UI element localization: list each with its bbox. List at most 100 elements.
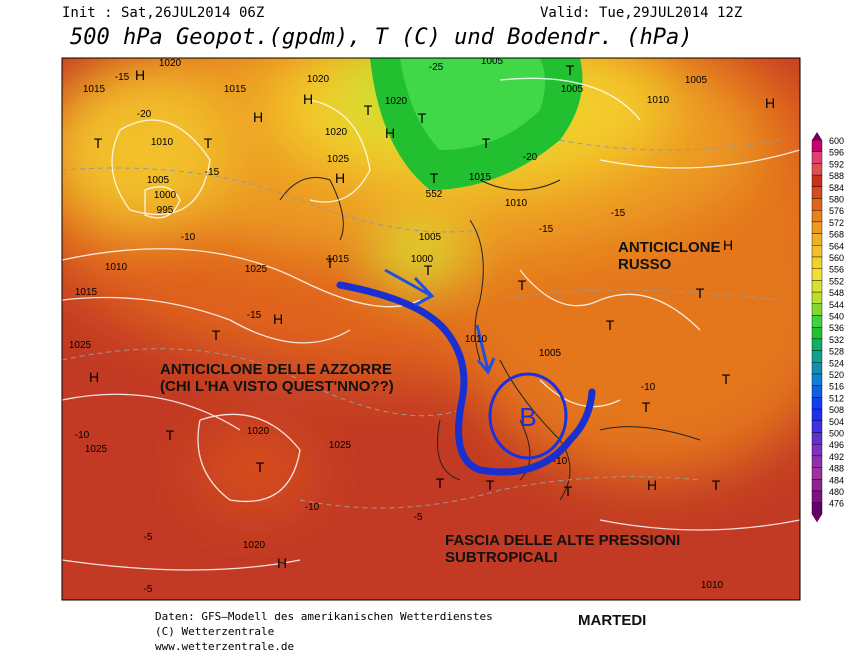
contour-label: 1010	[505, 198, 528, 209]
contour-label: -15	[205, 167, 220, 178]
contour-label: 1020	[307, 74, 330, 85]
colorbar-cell	[811, 163, 823, 176]
colorbar-label: 540	[829, 312, 844, 322]
contour-label: -10	[305, 502, 320, 513]
pressure-center: H	[273, 311, 283, 327]
contour-label: 1000	[411, 254, 434, 265]
colorbar-label: 596	[829, 148, 844, 158]
contour-label: -10	[553, 456, 568, 467]
contour-label: 1015	[224, 84, 247, 95]
pressure-center: H	[303, 91, 313, 107]
colorbar-label: 544	[829, 300, 844, 310]
pressure-center: H	[89, 369, 99, 385]
contour-label: -15	[115, 72, 130, 83]
pressure-center: T	[94, 135, 103, 151]
colorbar-cell	[811, 467, 823, 480]
contour-label: 552	[426, 189, 443, 200]
pressure-center: T	[482, 135, 491, 151]
contour-label: 1010	[701, 580, 724, 591]
pressure-center: T	[256, 459, 265, 475]
contour-label: 1010	[465, 334, 488, 345]
contour-label: 1025	[329, 440, 352, 451]
pressure-center: H	[135, 67, 145, 83]
contour-label: 1020	[247, 426, 270, 437]
pressure-center: T	[418, 110, 427, 126]
pressure-center: T	[518, 277, 527, 293]
colorbar-label: 548	[829, 288, 844, 298]
contour-label: -20	[523, 152, 538, 163]
footer-copyright: (C) Wetterzentrale	[155, 625, 274, 638]
colorbar-cell	[811, 444, 823, 457]
map-title: 500 hPa Geopot.(gpdm), T (C) und Bodendr…	[70, 25, 693, 50]
colorbar-label: 528	[829, 347, 844, 357]
colorbar-label: 488	[829, 464, 844, 474]
colorbar-cell	[811, 209, 823, 223]
colorbar-cell	[811, 362, 823, 375]
colorbar-label: 480	[829, 487, 844, 497]
colorbar-label: 584	[829, 183, 844, 193]
contour-label: 1005	[561, 84, 584, 95]
pressure-center: H	[723, 237, 733, 253]
footer-day: MARTEDI	[578, 612, 646, 629]
contour-label: -5	[144, 584, 153, 595]
contour-label: 1015	[469, 172, 492, 183]
pressure-center: T	[486, 477, 495, 493]
contour-label: 1020	[159, 58, 182, 69]
contour-label: -25	[429, 62, 444, 73]
pressure-center: H	[647, 477, 657, 493]
colorbar-label: 588	[829, 171, 844, 181]
pressure-center: T	[364, 102, 373, 118]
colorbar-label: 564	[829, 241, 844, 251]
colorbar-cell	[811, 151, 823, 164]
colorbar-label: 580	[829, 195, 844, 205]
contour-label: 1015	[75, 287, 98, 298]
colorbar-label: 532	[829, 335, 844, 345]
colorbar-cell	[811, 327, 823, 340]
contour-label: 1020	[385, 96, 408, 107]
colorbar-cell	[811, 315, 823, 328]
contour-label: 1000	[154, 190, 177, 201]
contour-label: 1005	[147, 175, 170, 186]
colorbar-cell	[811, 490, 823, 503]
contour-label: -15	[247, 310, 262, 321]
colorbar-label: 496	[829, 440, 844, 450]
colorbar-label: 492	[829, 452, 844, 462]
contour-label: 1020	[325, 127, 348, 138]
init-time: Init : Sat,26JUL2014 06Z	[62, 5, 264, 21]
pressure-center: H	[277, 555, 287, 571]
pressure-center: T	[642, 399, 651, 415]
colorbar-cell	[811, 338, 823, 351]
pressure-center: T	[566, 62, 575, 78]
contour-label: 1025	[327, 154, 350, 165]
colorbar-label: 476	[829, 499, 844, 509]
annotation: ANTICICLONE DELLE AZZORRE	[160, 361, 392, 378]
colorbar-label: 516	[829, 382, 844, 392]
pressure-center: T	[722, 371, 731, 387]
map-frame	[61, 57, 801, 601]
contour-label: -10	[75, 430, 90, 441]
valid-time: Valid: Tue,29JUL2014 12Z	[540, 5, 742, 21]
colorbar-cell	[811, 233, 823, 246]
contour-label: 1015	[327, 254, 350, 265]
annotation: FASCIA DELLE ALTE PRESSIONI	[445, 532, 680, 549]
pressure-center: T	[424, 262, 433, 278]
low-label: B	[519, 402, 536, 432]
colorbar-cell	[811, 420, 823, 433]
contour-label: -20	[137, 109, 152, 120]
contour-label: -5	[144, 532, 153, 543]
contour-label: 1025	[85, 444, 108, 455]
contour-label: -15	[539, 224, 554, 235]
pressure-center: T	[430, 170, 439, 186]
colorbar-cell	[811, 397, 823, 410]
colorbar-cell	[811, 350, 823, 363]
footer-source: Daten: GFS—Modell des amerikanischen Wet…	[155, 610, 493, 623]
colorbar-cell	[811, 291, 823, 305]
annotation: ANTICICLONE	[618, 239, 721, 256]
pressure-center: T	[326, 255, 335, 271]
pressure-center: T	[204, 135, 213, 151]
pressure-center: T	[212, 327, 221, 343]
colorbar-label: 484	[829, 475, 844, 485]
annotation: (CHI L'HA VISTO QUEST'NNO??)	[160, 378, 394, 395]
footer-url: www.wetterzentrale.de	[155, 640, 294, 653]
